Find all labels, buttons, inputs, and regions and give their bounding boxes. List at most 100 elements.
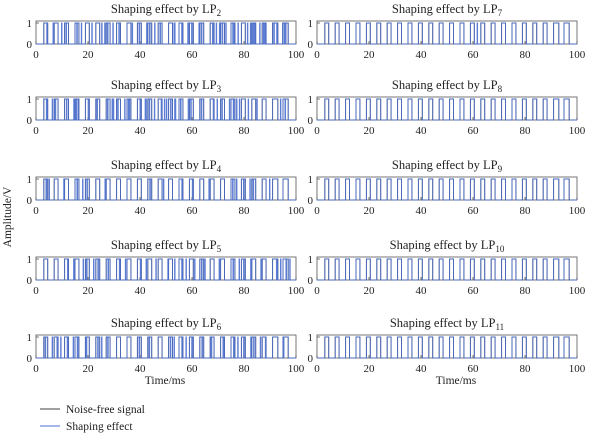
x-tick-label: 20 [83, 363, 95, 375]
subplot-title: Shaping effect by LP2 [111, 2, 221, 18]
legend: Noise-free signal Shaping effect [40, 404, 145, 433]
x-tick-label: 60 [187, 285, 199, 297]
y-tick-label: 1 [308, 18, 314, 30]
subplot-title: Shaping effect by LP7 [392, 2, 503, 18]
y-tick-label: 1 [308, 174, 314, 186]
x-tick-label: 100 [288, 363, 305, 375]
x-tick-label: 80 [239, 363, 251, 375]
subplot-title-subscript: 8 [498, 84, 503, 94]
y-tick-label: 1 [27, 18, 33, 30]
x-tick-label: 0 [33, 363, 39, 375]
subplot-title-subscript: 6 [217, 322, 222, 332]
x-tick-label: 20 [83, 205, 95, 217]
x-tick-label: 80 [520, 363, 532, 375]
x-tick-label: 60 [187, 205, 199, 217]
subplot-title: Shaping effect by LP9 [392, 158, 503, 174]
x-tick-label: 100 [569, 285, 586, 297]
subplot-title: Shaping effect by LP6 [111, 316, 222, 332]
x-tick-label: 0 [314, 285, 320, 297]
x-tick-label: 0 [314, 49, 320, 61]
x-tick-label: 60 [187, 49, 199, 61]
y-tick-label: 1 [27, 174, 33, 186]
x-tick-label: 80 [520, 205, 532, 217]
x-tick-label: 20 [364, 205, 376, 217]
y-tick-label: 0 [308, 195, 314, 207]
x-tick-label: 0 [314, 363, 320, 375]
x-tick-label: 100 [288, 49, 305, 61]
x-tick-label: 0 [33, 49, 39, 61]
series-shaping-effect [317, 22, 577, 45]
x-tick-label: 40 [416, 363, 428, 375]
series-shaping-effect [36, 22, 296, 45]
subplot-title: Shaping effect by LP3 [111, 78, 222, 94]
x-tick-label: 80 [239, 49, 251, 61]
x-tick-label: 80 [520, 49, 532, 61]
y-tick-label: 0 [308, 275, 314, 287]
series-shaping-effect [36, 98, 296, 121]
x-tick-label: 40 [416, 285, 428, 297]
x-tick-label: 20 [83, 125, 95, 137]
x-tick-label: 100 [569, 205, 586, 217]
subplot-title-subscript: 3 [217, 84, 222, 94]
y-tick-label: 0 [27, 115, 33, 127]
x-tick-label: 20 [364, 363, 376, 375]
subplot-title-subscript: 11 [495, 322, 504, 332]
subplot-title: Shaping effect by LP5 [111, 238, 222, 254]
series-shaping-effect [317, 178, 577, 201]
x-tick-label: 80 [520, 125, 532, 137]
y-tick-label: 1 [308, 332, 314, 344]
x-tick-label: 0 [314, 125, 320, 137]
legend-label-noise-free: Noise-free signal [66, 404, 145, 416]
x-tick-label: 0 [33, 125, 39, 137]
x-tick-label: 40 [135, 125, 147, 137]
series-shaping-effect [317, 258, 577, 281]
subplot-title-subscript: 10 [495, 244, 505, 254]
x-tick-label: 0 [33, 205, 39, 217]
x-tick-label: 60 [187, 363, 199, 375]
y-tick-label: 1 [308, 254, 314, 266]
x-axis-label-left: Time/ms [145, 375, 186, 387]
subplot-title: Shaping effect by LP4 [111, 158, 222, 174]
y-tick-label: 0 [308, 353, 314, 365]
x-tick-label: 40 [135, 205, 147, 217]
y-tick-label: 0 [27, 39, 33, 51]
y-tick-label: 1 [27, 332, 33, 344]
y-axis-label: Amplitude/V [2, 186, 14, 247]
x-tick-label: 80 [239, 285, 251, 297]
x-tick-label: 80 [520, 285, 532, 297]
subplot-title-subscript: 5 [217, 244, 222, 254]
series-shaping-effect [36, 258, 296, 281]
x-tick-label: 20 [83, 285, 95, 297]
y-tick-label: 0 [308, 115, 314, 127]
series-shaping-effect [36, 178, 296, 201]
series-shaping-effect [317, 336, 577, 359]
y-tick-label: 0 [27, 195, 33, 207]
x-tick-label: 100 [569, 125, 586, 137]
x-tick-label: 60 [468, 49, 480, 61]
x-tick-label: 60 [187, 125, 199, 137]
subplot-title: Shaping effect by LP11 [390, 316, 504, 332]
subplot-title-subscript: 2 [217, 8, 222, 18]
y-tick-label: 0 [308, 39, 314, 51]
x-tick-label: 20 [364, 285, 376, 297]
x-tick-label: 80 [239, 205, 251, 217]
x-tick-label: 100 [288, 285, 305, 297]
x-axis-label-right: Time/ms [436, 375, 477, 387]
x-tick-label: 40 [416, 205, 428, 217]
x-tick-label: 40 [135, 285, 147, 297]
x-tick-label: 20 [83, 49, 95, 61]
x-tick-label: 100 [288, 125, 305, 137]
subplot-title: Shaping effect by LP8 [392, 78, 503, 94]
y-tick-label: 0 [27, 353, 33, 365]
